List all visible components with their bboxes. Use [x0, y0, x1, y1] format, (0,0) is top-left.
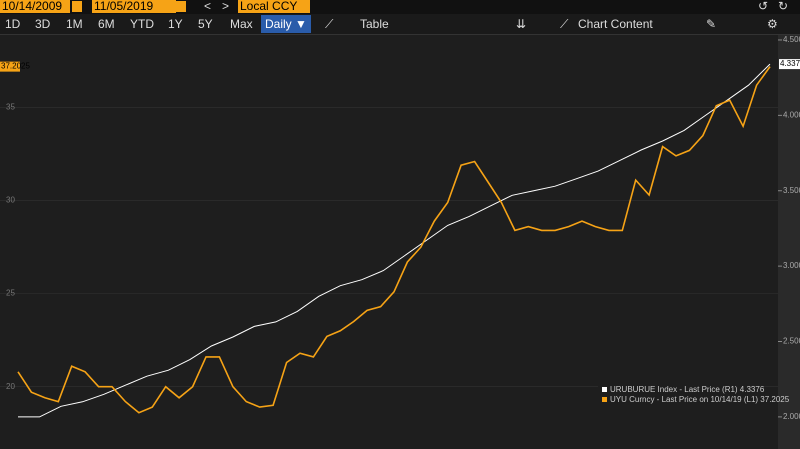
frequency[interactable]: Daily ▼: [261, 15, 311, 33]
plot-bg: [0, 35, 778, 449]
y2-tick-label: 3.000: [783, 261, 800, 270]
axis-bg: [778, 35, 800, 449]
line-icon[interactable]: ⟋: [325, 17, 334, 31]
chart: 20 25 30 35 2.000 2.500 3.000 3.500 4.000 4.500 4.…: [0, 35, 800, 449]
prev[interactable]: <: [204, 0, 212, 13]
range-button[interactable]: 6M: [98, 17, 115, 31]
button-bar: [0, 14, 800, 35]
edit[interactable]: ✎: [706, 17, 717, 31]
y2-tick-label: 3.500: [783, 186, 800, 195]
legend-label: UYU Curncy - Last Price on 10/14/19 (L1)…: [610, 395, 790, 404]
last-price-box: [779, 59, 800, 70]
series-line: [17, 66, 771, 414]
end-date[interactable]: 11/05/2019: [92, 0, 176, 13]
redo[interactable]: ↻: [778, 0, 789, 13]
range-button[interactable]: 1D: [5, 17, 21, 31]
last-price-box: [0, 61, 20, 72]
date-bar: 10/14/2009 11/05/2019 < > Local CCY ↺ ↻: [0, 0, 800, 14]
legend-swatch: [602, 397, 607, 402]
legend-swatch: [602, 387, 607, 392]
y-tick-label: 20: [6, 382, 15, 391]
range-button[interactable]: 1M: [66, 17, 83, 31]
next[interactable]: >: [222, 0, 230, 13]
calendar[interactable]: [176, 1, 186, 12]
y2-tick-label: 2.500: [783, 337, 800, 346]
range-button[interactable]: 5Y: [198, 17, 213, 31]
range-button[interactable]: YTD: [130, 17, 154, 31]
settings[interactable]: ⚙: [767, 17, 778, 31]
last-price-label: 4.3376: [780, 59, 800, 68]
y2-tick-label: 2.000: [783, 412, 800, 421]
start-date[interactable]: 10/14/2009: [0, 0, 70, 13]
y-tick-label: 30: [6, 196, 15, 205]
currency[interactable]: Local CCY: [238, 0, 310, 13]
collapse[interactable]: ⇊: [516, 17, 527, 31]
undo[interactable]: ↺: [758, 0, 769, 13]
table[interactable]: Table: [360, 17, 389, 31]
chart-content[interactable]: Chart Content: [578, 17, 653, 31]
y-tick-label: 25: [6, 289, 15, 298]
y2-tick-label: 4.500: [783, 35, 800, 44]
series-line: [18, 63, 771, 418]
range-button[interactable]: Max: [230, 17, 253, 31]
calendar[interactable]: [72, 1, 82, 12]
range-button[interactable]: 1Y: [168, 17, 183, 31]
chart-icon[interactable]: ⟋: [560, 17, 569, 31]
last-price-label: 37.2025: [1, 62, 30, 71]
y2-tick-label: 4.000: [783, 110, 800, 119]
legend-bg: [598, 383, 748, 407]
legend-label: URUBURUE Index - Last Price (R1) 4.3376: [610, 385, 765, 394]
y-tick-label: 35: [6, 103, 15, 112]
range-button[interactable]: 3D: [35, 17, 51, 31]
